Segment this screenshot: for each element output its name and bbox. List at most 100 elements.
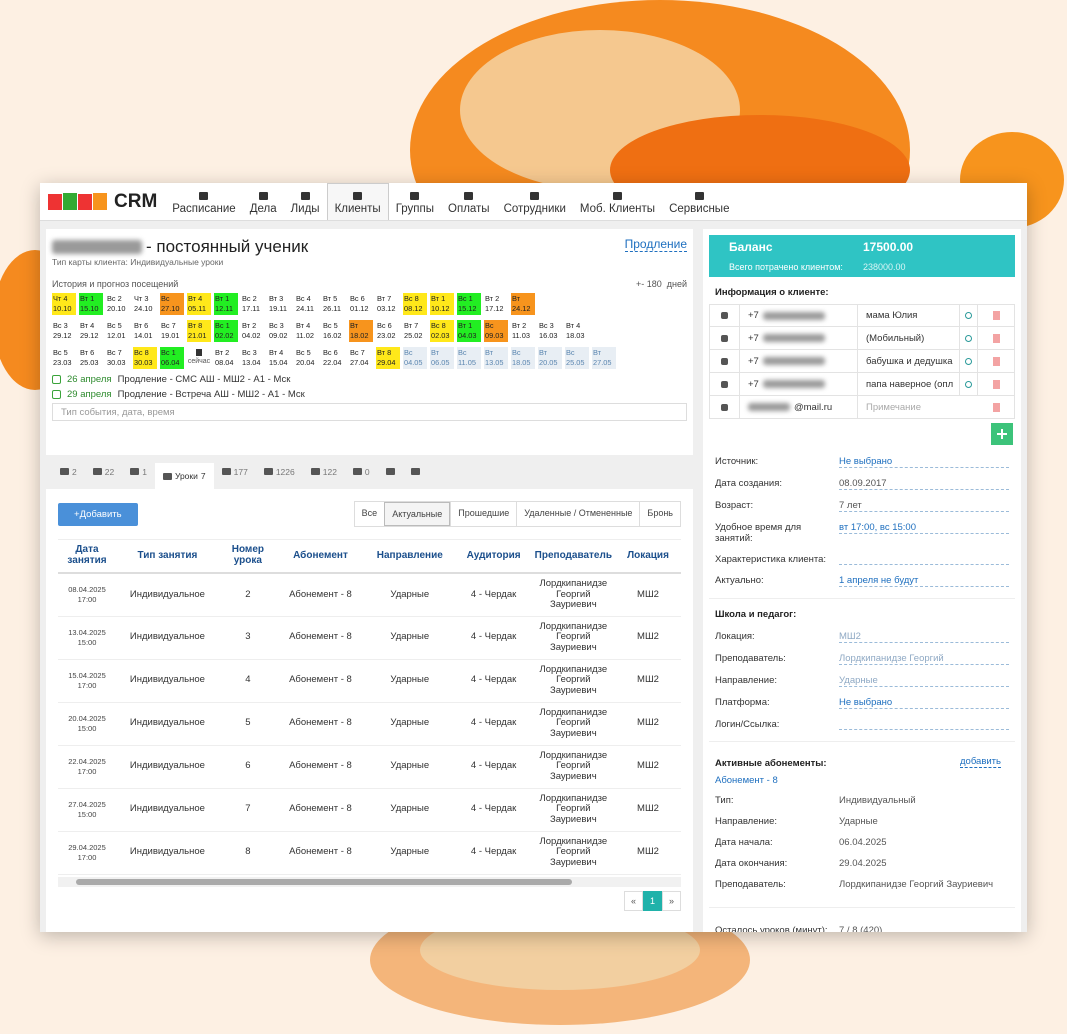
nav-item[interactable]: Расписание: [165, 183, 242, 220]
visit-cell[interactable]: Вт 6 25.03: [79, 347, 103, 369]
messenger[interactable]: [960, 305, 978, 326]
contact-note[interactable]: (Мобильный): [858, 327, 960, 349]
nav-item[interactable]: Клиенты: [326, 183, 389, 220]
field-value[interactable]: Лордкипанидзе Георгий: [839, 653, 1009, 665]
visit-cell[interactable]: Вт 5 26.11: [322, 293, 346, 315]
tab[interactable]: 2: [52, 463, 85, 489]
tab[interactable]: [378, 463, 403, 489]
field-value[interactable]: Не выбрано: [839, 456, 1009, 468]
event-check[interactable]: [52, 375, 61, 384]
field-value[interactable]: вт 17:00, вс 15:00: [839, 522, 1009, 534]
nav-item[interactable]: Дела: [243, 183, 284, 220]
scroll-thumb[interactable]: [76, 878, 572, 885]
column-header[interactable]: Тип занятия: [116, 539, 219, 574]
field-value[interactable]: 1 апреля не будут: [839, 575, 1009, 587]
tab[interactable]: 0: [345, 463, 378, 489]
filter[interactable]: Удаленные / Отмененные: [516, 502, 639, 526]
visit-cell[interactable]: Вс 3 29.12: [52, 320, 76, 342]
event-check[interactable]: [52, 390, 61, 399]
visit-cell[interactable]: Вт 4 11.02: [295, 320, 319, 342]
visit-cell[interactable]: Вс 25.05: [565, 347, 589, 369]
contact-note[interactable]: папа наверное (опл: [858, 373, 960, 395]
visit-cell[interactable]: Вс 6 22.04: [322, 347, 346, 369]
visit-cell[interactable]: Чт 3 24.10: [133, 293, 157, 315]
field-value[interactable]: 7 лет: [839, 500, 1009, 512]
visit-cell[interactable]: Вс 3 16.03: [538, 320, 562, 342]
visit-cell[interactable]: Вс 7 27.04: [349, 347, 373, 369]
nav-item[interactable]: Сервисные: [662, 183, 736, 220]
filter[interactable]: Бронь: [639, 502, 680, 526]
contact-note[interactable]: Примечание: [866, 401, 921, 413]
visit-cell[interactable]: Вс 09.03: [484, 320, 508, 342]
messenger[interactable]: [960, 327, 978, 349]
column-header[interactable]: Абонемент: [276, 539, 365, 574]
visit-cell[interactable]: Вт 24.12: [511, 293, 535, 315]
tab[interactable]: Уроки 7: [154, 463, 214, 489]
visit-cell[interactable]: Вт 1 04.03: [457, 320, 481, 342]
visit-cell[interactable]: Вс 8 02.03: [430, 320, 454, 342]
visit-cell[interactable]: Вс 8 30.03: [133, 347, 157, 369]
visit-cell[interactable]: Вт 27.05: [592, 347, 616, 369]
delete[interactable]: [978, 356, 1014, 366]
filter[interactable]: Все: [361, 508, 378, 518]
tab[interactable]: 1226: [256, 463, 303, 489]
visit-cell[interactable]: Вс 7 19.01: [160, 320, 184, 342]
tab[interactable]: 122: [303, 463, 345, 489]
renew-link[interactable]: Продление: [624, 237, 687, 252]
visit-cell[interactable]: Вс 5 20.04: [295, 347, 319, 369]
column-header[interactable]: Аудитория: [455, 539, 532, 574]
visit-cell[interactable]: Вс 18.05: [511, 347, 535, 369]
contact-note[interactable]: мама Юлия: [858, 305, 960, 326]
visit-cell[interactable]: Вт 8 29.04: [376, 347, 400, 369]
visit-cell[interactable]: Вт 18.02: [349, 320, 373, 342]
visit-cell[interactable]: Чт 4 10.10: [52, 293, 76, 315]
sub-name[interactable]: Абонемент - 8: [715, 775, 778, 786]
contact-note[interactable]: бабушка и дедушка: [858, 350, 960, 372]
visit-cell[interactable]: Вт 2 17.12: [484, 293, 508, 315]
visit-cell[interactable]: Вт 7 03.12: [376, 293, 400, 315]
visit-cell[interactable]: Вт 4 05.11: [187, 293, 211, 315]
nav-item[interactable]: Сотрудники: [497, 183, 573, 220]
visit-cell[interactable]: Вт 2 04.02: [241, 320, 265, 342]
event-input[interactable]: Тип события, дата, время: [52, 403, 687, 421]
column-header[interactable]: Направление: [364, 539, 456, 574]
visit-cell[interactable]: Вт 7 25.02: [403, 320, 427, 342]
visit-cell[interactable]: Вс 11.05: [457, 347, 481, 369]
visit-cell[interactable]: Вт 4 18.03: [565, 320, 589, 342]
visit-cell[interactable]: Вс 6 01.12: [349, 293, 373, 315]
visit-cell[interactable]: Вс 5 12.01: [106, 320, 130, 342]
visit-cell[interactable]: Вт 1 12.11: [214, 293, 238, 315]
visit-cell[interactable]: Вс 3 09.02: [268, 320, 292, 342]
visit-cell[interactable]: Вс 6 23.02: [376, 320, 400, 342]
visit-cell[interactable]: Вс 2 20.10: [106, 293, 130, 315]
page-button[interactable]: «: [623, 890, 643, 911]
visit-cell[interactable]: Вс 7 30.03: [106, 347, 130, 369]
nav-item[interactable]: Лиды: [284, 183, 327, 220]
visit-cell[interactable]: Вт 8 21.01: [187, 320, 211, 342]
visit-cell[interactable]: Вт 06.05: [430, 347, 454, 369]
visit-cell[interactable]: Вс 8 08.12: [403, 293, 427, 315]
column-header[interactable]: Преподаватель: [531, 539, 615, 574]
visit-cell[interactable]: Вс 1 15.12: [457, 293, 481, 315]
visit-cell[interactable]: Вс 04.05: [403, 347, 427, 369]
nav-item[interactable]: Оплаты: [441, 183, 497, 220]
field-value[interactable]: Ударные: [839, 675, 1009, 687]
tab[interactable]: [403, 463, 428, 489]
field-value[interactable]: 08.09.2017: [839, 478, 1009, 490]
page-button[interactable]: »: [661, 890, 681, 911]
visit-cell[interactable]: Вс 5 16.02: [322, 320, 346, 342]
visit-cell[interactable]: Вс 5 23.03: [52, 347, 76, 369]
visit-cell[interactable]: Вс 27.10: [160, 293, 184, 315]
column-header[interactable]: Дата занятия: [58, 539, 116, 574]
column-header[interactable]: Номер урока: [218, 539, 277, 574]
visit-cell[interactable]: Вс 3 13.04: [241, 347, 265, 369]
visit-cell[interactable]: Вт 4 15.04: [268, 347, 292, 369]
nav-item[interactable]: Моб. Клиенты: [573, 183, 662, 220]
visit-cell[interactable]: Вт 4 29.12: [79, 320, 103, 342]
visit-cell[interactable]: Вт 2 11.03: [511, 320, 535, 342]
visit-cell[interactable]: Вс 2 17.11: [241, 293, 265, 315]
add-button[interactable]: +Добавить: [58, 502, 138, 526]
tab[interactable]: 177: [214, 463, 256, 489]
delete[interactable]: [978, 311, 1014, 320]
field-value[interactable]: Не выбрано: [839, 697, 1009, 709]
